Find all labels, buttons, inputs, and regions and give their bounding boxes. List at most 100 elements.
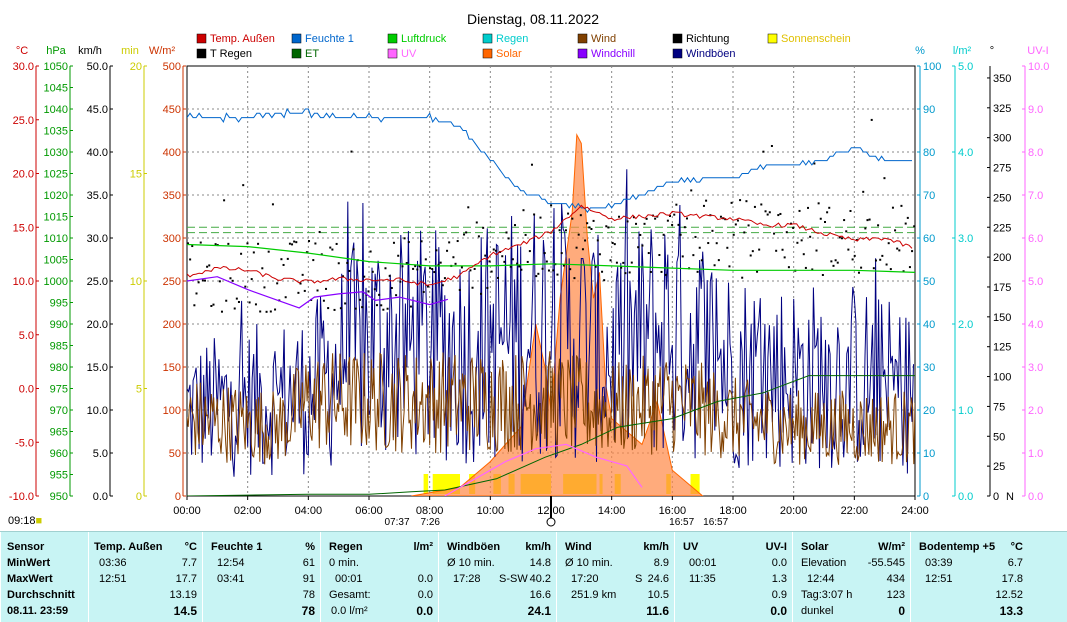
left-axis-tick-label: 400	[163, 147, 181, 159]
richtung-point	[567, 212, 570, 215]
legend-label: Regen	[496, 33, 528, 45]
richtung-point	[811, 268, 814, 271]
x-tick-label: 08:00	[416, 505, 444, 517]
richtung-point	[424, 258, 427, 261]
left-axis-tick-label: 15	[130, 169, 142, 181]
left-axis-tick-label: -5.0	[15, 437, 34, 449]
temp-avg: 13.19	[169, 589, 197, 601]
legend-label: T Regen	[210, 48, 252, 60]
richtung-point	[877, 224, 880, 227]
richtung-point	[605, 225, 608, 228]
richtung-point	[412, 267, 415, 270]
boden-min: 6.7	[1007, 557, 1023, 569]
feuchte-max: 91	[302, 573, 315, 585]
richtung-point	[537, 272, 540, 275]
right-axis-unit: UV-I	[1027, 45, 1048, 57]
richtung-point	[206, 265, 209, 268]
richtung-point	[443, 277, 446, 280]
richtung-point	[494, 249, 497, 252]
solar-avg: 123	[886, 589, 905, 601]
wind-10min: 8.9	[653, 557, 669, 569]
richtung-point	[524, 233, 527, 236]
richtung-point	[560, 252, 563, 255]
richtung-point	[259, 310, 262, 313]
richtung-point	[333, 308, 336, 311]
richtung-point	[303, 289, 306, 292]
wind-10min-label: Ø 10 min.	[565, 557, 613, 569]
left-axis-tick-label: -10.0	[9, 491, 34, 503]
left-axis-tick-label: 0.0	[93, 491, 108, 503]
richtung-point	[375, 304, 378, 307]
richtung-point	[322, 299, 325, 302]
stats-col-sensor: Sensor MinWert MaxWert Durchschnitt 08.1…	[0, 532, 89, 622]
richtung-point	[314, 242, 317, 245]
richtung-point	[734, 223, 737, 226]
regen-total: 0.0	[417, 589, 433, 601]
richtung-point	[588, 226, 591, 229]
richtung-point	[637, 246, 640, 249]
right-axis-tick-label: 4.0	[1028, 319, 1043, 331]
sunset-label: 16:57	[669, 517, 694, 528]
left-axis-tick-label: 300	[163, 233, 181, 245]
richtung-point	[237, 300, 240, 303]
richtung-point	[348, 269, 351, 272]
richtung-point	[834, 259, 837, 262]
richtung-point	[195, 292, 198, 295]
richtung-point	[437, 263, 440, 266]
legend-label: Windchill	[591, 48, 635, 60]
richtung-point	[231, 279, 234, 282]
richtung-point	[543, 252, 546, 255]
richtung-point	[373, 288, 376, 291]
right-axis-tick-label: 3.0	[958, 233, 973, 245]
right-axis-tick-label: 200	[993, 252, 1011, 264]
richtung-point	[785, 231, 788, 234]
legend-swatch	[672, 33, 683, 44]
temp-max: 17.7	[175, 573, 197, 585]
right-axis-tick-label: 1.0	[958, 405, 973, 417]
richtung-point	[647, 252, 650, 255]
richtung-point	[203, 279, 206, 282]
wind-max-time: 17:20	[571, 573, 599, 585]
richtung-point	[800, 239, 803, 242]
richtung-point	[702, 204, 705, 207]
richtung-point	[361, 306, 364, 309]
right-axis-tick-label: 0	[993, 491, 999, 503]
left-axis-tick-label: 25.0	[13, 115, 34, 127]
richtung-point	[541, 267, 544, 270]
richtung-point	[726, 246, 729, 249]
right-axis-tick-label: 20	[923, 405, 935, 417]
richtung-point	[452, 256, 455, 259]
right-axis-tick-label: 150	[993, 312, 1011, 324]
left-axis-tick-label: 1025	[44, 169, 68, 181]
uv-current: 0.0	[770, 604, 787, 618]
boden-current: 13.3	[999, 604, 1023, 618]
richtung-point	[592, 219, 595, 222]
richtung-point	[758, 248, 761, 251]
richtung-point	[598, 253, 601, 256]
richtung-point	[439, 261, 442, 264]
richtung-point	[397, 254, 400, 257]
richtung-point	[193, 304, 196, 307]
richtung-point	[662, 233, 665, 236]
right-axis-tick-label: 5.0	[1028, 276, 1043, 288]
richtung-point	[246, 242, 249, 245]
richtung-point	[675, 203, 678, 206]
richtung-point	[235, 297, 238, 300]
stats-col-windboen: Windböen km/h Ø 10 min. 14.8 17:28 S-SW …	[438, 532, 557, 622]
richtung-point	[743, 231, 746, 234]
feuchte-min: 61	[302, 557, 315, 569]
richtung-point	[855, 239, 858, 242]
richtung-point	[802, 253, 805, 256]
header-uv: UV	[683, 541, 699, 553]
right-axis-tick-label: 2.0	[958, 319, 973, 331]
right-axis-tick-label: 25	[993, 461, 1005, 473]
left-axis-tick-label: 980	[50, 362, 68, 374]
richtung-point	[301, 273, 304, 276]
richtung-point	[766, 213, 769, 216]
uv-max: 1.3	[771, 573, 787, 585]
header-temp-unit: °C	[184, 541, 197, 553]
richtung-point	[252, 251, 255, 254]
richtung-point	[664, 273, 667, 276]
x-tick-label: 22:00	[841, 505, 869, 517]
richtung-point	[603, 279, 606, 282]
